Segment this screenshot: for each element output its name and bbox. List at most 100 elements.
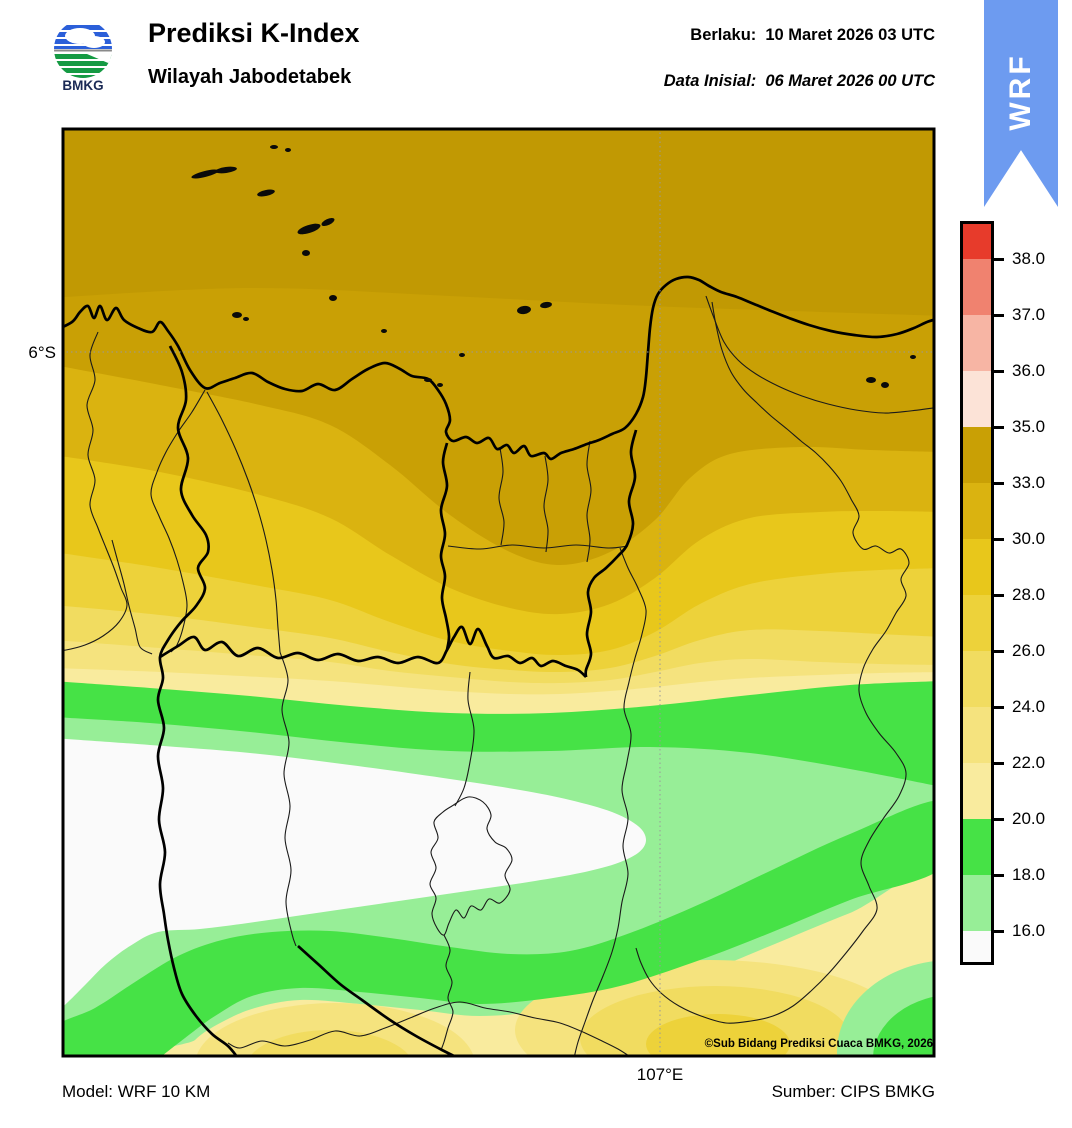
legend-tick-mark — [994, 426, 1004, 429]
legend-tick-label: 16.0 — [1012, 921, 1046, 940]
legend-segment — [963, 651, 991, 707]
legend-segment — [963, 931, 991, 962]
corner-green-inner — [873, 996, 935, 1057]
legend-tick-mark — [994, 482, 1004, 485]
legend-tick-label: 36.0 — [1012, 361, 1046, 380]
valid-time-line: Berlaku: 10 Maret 2026 03 UTC — [690, 26, 935, 45]
district-boundary — [440, 934, 454, 1051]
island — [910, 355, 916, 359]
contour-blob — [646, 1014, 790, 1057]
initial-data-line: Data Inisial: 06 Maret 2026 00 UTC — [664, 72, 935, 91]
contour-fill-layer — [62, 128, 935, 1057]
island — [329, 295, 337, 301]
bmkg-logo — [54, 20, 112, 78]
legend-segment — [963, 259, 991, 315]
island — [215, 166, 237, 174]
legend-colorbar — [960, 221, 994, 965]
district-boundary — [635, 301, 910, 1024]
legend-tick-mark — [994, 874, 1004, 877]
island — [424, 378, 432, 382]
page-title: Prediksi K-Index — [148, 18, 360, 48]
district-boundary — [150, 389, 206, 653]
valid-time-value: 10 Maret 2026 03 UTC — [765, 26, 935, 44]
island — [321, 217, 335, 227]
island — [297, 223, 321, 235]
initial-data-label: Data Inisial: — [663, 72, 757, 90]
island — [881, 382, 889, 388]
legend-tick-label: 20.0 — [1012, 809, 1046, 828]
legend-segment — [963, 539, 991, 595]
bmkg-logo-text: BMKG — [62, 78, 104, 93]
district-boundary — [454, 671, 475, 807]
district-boundary — [543, 455, 549, 553]
island — [302, 250, 310, 256]
legend-segment — [963, 819, 991, 875]
legend-segment — [963, 427, 991, 483]
copyright-note: ©Sub Bidang Prediksi Cuaca BMKG, 2026 — [704, 1038, 933, 1050]
district-boundary — [111, 539, 153, 655]
legend-tick-mark — [994, 930, 1004, 933]
district-boundary — [279, 651, 297, 947]
map-frame — [61, 127, 936, 1058]
district-boundary — [62, 331, 128, 652]
legend-tick-label: 26.0 — [1012, 641, 1046, 660]
island — [517, 305, 531, 315]
wrf-ribbon: WRF — [984, 0, 1058, 207]
legend-segment — [963, 371, 991, 427]
district-boundary — [227, 1001, 584, 1049]
province-boundary — [159, 625, 587, 678]
legend-tick-mark — [994, 538, 1004, 541]
legend-tick-label: 28.0 — [1012, 585, 1046, 604]
legend-tick-mark — [994, 370, 1004, 373]
district-boundary — [498, 447, 505, 546]
district-boundary — [429, 796, 513, 936]
island — [232, 312, 242, 318]
legend-tick-mark — [994, 762, 1004, 765]
island — [459, 353, 465, 357]
legend-tick-label: 38.0 — [1012, 249, 1046, 268]
legend-tick-label: 18.0 — [1012, 865, 1046, 884]
island — [381, 329, 387, 333]
initial-data-value: 06 Maret 2026 00 UTC — [765, 72, 935, 90]
legend-tick-label: 37.0 — [1012, 305, 1046, 324]
source-label: Sumber: CIPS BMKG — [771, 1082, 935, 1101]
legend-segment — [963, 763, 991, 819]
legend-tick-label: 24.0 — [1012, 697, 1046, 716]
longitude-label: 107°E — [636, 1065, 684, 1084]
contour-blob — [249, 1030, 411, 1057]
legend-segment — [963, 875, 991, 931]
contour-blob — [196, 1003, 474, 1057]
island — [270, 145, 278, 149]
island — [243, 317, 249, 321]
legend-tick-mark — [994, 314, 1004, 317]
legend-segment — [963, 595, 991, 651]
model-label: Model: WRF 10 KM — [62, 1082, 211, 1101]
province-boundary — [584, 429, 638, 678]
wrf-ribbon-label: WRF — [1004, 53, 1037, 131]
district-boundary — [582, 1031, 632, 1057]
island — [285, 148, 291, 152]
island — [257, 189, 275, 197]
k-index-map — [61, 127, 936, 1058]
legend-tick-mark — [994, 818, 1004, 821]
district-boundary — [705, 295, 935, 414]
legend-segment — [963, 315, 991, 371]
legend-tick-mark — [994, 594, 1004, 597]
district-boundary — [573, 547, 647, 1057]
sea-shade — [62, 128, 935, 316]
lower-green-band — [62, 800, 935, 1057]
legend-tick-mark — [994, 650, 1004, 653]
province-boundary — [439, 442, 451, 651]
province-boundary — [297, 945, 460, 1057]
legend-segment — [963, 483, 991, 539]
island — [866, 377, 876, 383]
island — [191, 169, 219, 179]
legend-tick-label: 33.0 — [1012, 473, 1046, 492]
island — [437, 383, 443, 387]
latitude-label: 6°S — [28, 343, 56, 362]
legend-tick-mark — [994, 706, 1004, 709]
legend-tick-label: 30.0 — [1012, 529, 1046, 548]
province-boundary — [156, 345, 239, 1057]
coastline — [62, 275, 935, 461]
